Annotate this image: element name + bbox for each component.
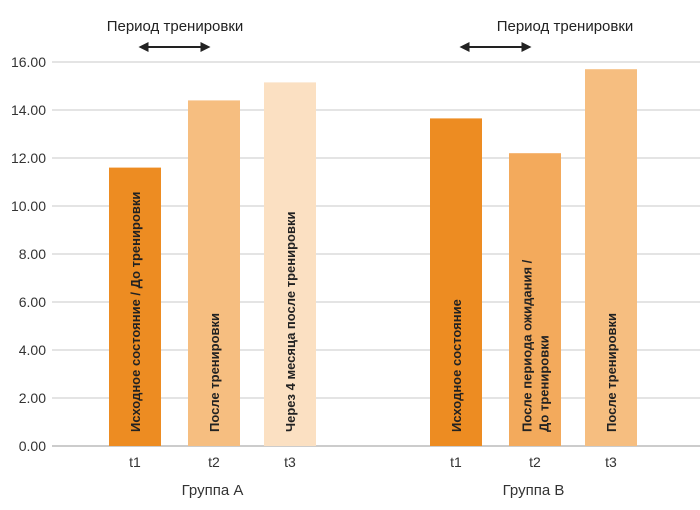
- group-label: Группа A: [182, 482, 244, 499]
- period-label: Период тренировки: [107, 18, 244, 35]
- x-axis: t1 t2 t3 Группа A t1 t2 t3 Группа B: [129, 454, 617, 499]
- bar-label: Исходное состояние: [449, 299, 464, 432]
- bars: [109, 69, 637, 447]
- x-tick-label: t1: [450, 454, 462, 470]
- x-tick-label: t2: [529, 454, 541, 470]
- bar: [509, 153, 561, 446]
- group-label: Группа B: [503, 482, 565, 499]
- bar-labels: Исходное состояние / До тренировки После …: [128, 192, 619, 432]
- y-tick-label: 10.00: [11, 198, 46, 214]
- y-tick-label: 14.00: [11, 102, 46, 118]
- period-label: Период тренировки: [497, 18, 634, 35]
- arrow-head-right: [521, 42, 532, 52]
- y-tick-label: 8.00: [19, 246, 46, 262]
- bar-label: После периода ожидания /: [520, 259, 535, 432]
- bar: [109, 167, 161, 446]
- x-tick-label: t3: [605, 454, 617, 470]
- bar-label: До тренировки: [537, 335, 552, 432]
- bar: [188, 100, 240, 447]
- arrow-head-right: [200, 42, 211, 52]
- x-tick-label: t3: [284, 454, 296, 470]
- y-tick-label: 12.00: [11, 150, 46, 166]
- double-arrow: [459, 42, 532, 52]
- bar-label: Через 4 месяца после тренировки: [283, 212, 298, 432]
- arrow-head-left: [138, 42, 149, 52]
- y-tick-label: 0.00: [19, 438, 46, 454]
- bar: [264, 82, 316, 447]
- bar-label: Исходное состояние / До тренировки: [128, 192, 143, 432]
- x-tick-label: t1: [129, 454, 141, 470]
- y-tick-label: 4.00: [19, 342, 46, 358]
- x-tick-label: t2: [208, 454, 220, 470]
- bar-label: После тренировки: [604, 313, 619, 432]
- y-tick-label: 16.00: [11, 54, 46, 70]
- y-tick-label: 6.00: [19, 294, 46, 310]
- y-tick-label: 2.00: [19, 390, 46, 406]
- bar: [585, 69, 637, 446]
- arrow-head-left: [459, 42, 470, 52]
- period-annotations: Период тренировки Период тренировки: [107, 18, 634, 52]
- bar-label: После тренировки: [207, 313, 222, 432]
- double-arrow: [138, 42, 211, 52]
- y-axis: 0.00 2.00 4.00 6.00 8.00 10.00 12.00 14.00 16.00: [11, 54, 46, 454]
- bar: [430, 118, 482, 447]
